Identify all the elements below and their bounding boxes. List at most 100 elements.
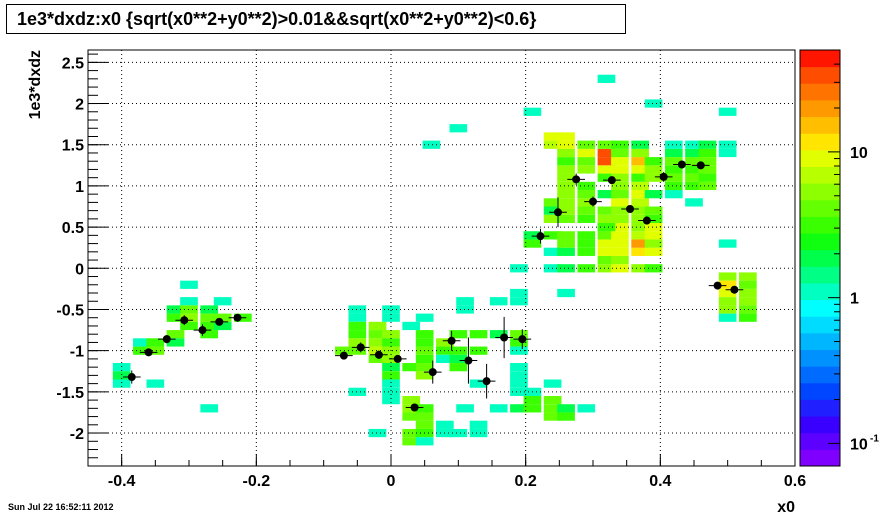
heatmap-bin — [469, 420, 488, 429]
heatmap-bin — [644, 214, 663, 223]
heatmap-bin — [469, 379, 488, 388]
heatmap-bin — [611, 247, 629, 256]
heatmap-bin — [489, 330, 508, 339]
heatmap-bin — [213, 321, 232, 331]
heatmap-bin — [644, 157, 663, 166]
heatmap-bin — [510, 288, 528, 298]
heatmap-bin — [577, 165, 596, 174]
heatmap-bin — [449, 363, 468, 372]
heatmap-bin — [368, 330, 387, 339]
heatmap-bin — [685, 181, 703, 191]
heatmap-bin — [523, 395, 542, 405]
heatmap-bin — [718, 107, 737, 116]
heatmap-bin — [415, 330, 434, 339]
heatmap-bin — [382, 371, 400, 380]
y-axis-title: 1e3*dxdz — [27, 50, 44, 119]
colorbar-segment — [800, 382, 840, 400]
heatmap-bin — [664, 173, 683, 182]
heatmap-bin — [166, 313, 185, 322]
colorbar-segment — [800, 282, 840, 301]
heatmap-bin — [557, 173, 575, 182]
heatmap-bin — [718, 272, 737, 281]
heatmap-bin — [718, 297, 737, 306]
profile-point — [589, 197, 597, 206]
y-tick-label: 1 — [75, 179, 84, 196]
profile-point — [162, 335, 171, 344]
heatmap-bin — [489, 404, 508, 413]
heatmap-bin — [213, 297, 232, 306]
heatmap-bin — [557, 404, 575, 413]
heatmap-bin — [449, 330, 468, 339]
profile-point — [518, 335, 527, 344]
colorbar-segment — [800, 99, 840, 118]
colorbar-segment — [800, 50, 840, 68]
heatmap-bin — [631, 239, 649, 248]
heatmap-bin — [611, 165, 629, 174]
x-tick-label: 0.2 — [515, 473, 537, 490]
heatmap-bin — [577, 140, 596, 149]
heatmap-bin — [510, 330, 528, 339]
heatmap-bin — [664, 157, 683, 166]
heatmap-bin — [631, 198, 649, 207]
heatmap-bin — [456, 305, 474, 314]
heatmap-bin — [577, 181, 596, 191]
profile-point — [553, 208, 562, 217]
heatmap-bin — [200, 404, 219, 413]
axis-labels: x0 1e3*dxdz — [27, 50, 795, 516]
heatmap-bin — [739, 305, 757, 314]
x-tick-label: 0.6 — [784, 473, 806, 490]
heatmap-bin — [112, 371, 131, 380]
heatmap-bin — [415, 404, 434, 413]
y-tick-label: -2 — [70, 426, 84, 443]
heatmap-bin — [664, 165, 683, 174]
heatmap-bin — [200, 305, 219, 314]
heatmap-bin — [402, 321, 421, 331]
heatmap-bin — [577, 239, 596, 248]
x-tick-label: 0.4 — [649, 473, 671, 490]
heatmap-bin — [415, 437, 434, 446]
heatmap-bin — [644, 264, 663, 273]
colorbar-segment — [800, 399, 840, 417]
heatmap-bin — [739, 280, 757, 289]
heatmap-bin — [739, 297, 757, 306]
profile-point — [356, 343, 365, 352]
heatmap-bin — [415, 338, 434, 347]
colorbar-segment — [800, 332, 840, 351]
heatmap-bin — [644, 222, 663, 232]
heatmap-bin — [146, 346, 165, 355]
heatmap-bin — [415, 313, 434, 322]
profile-point — [447, 336, 456, 345]
heatmap-bin — [611, 255, 629, 265]
heatmap-bin — [213, 313, 232, 322]
y-tick-label: 1.5 — [62, 138, 84, 155]
heatmap-bin — [557, 165, 575, 174]
heatmap-bin — [543, 206, 562, 215]
profile-point — [713, 281, 722, 290]
profile-point — [730, 285, 739, 294]
heatmap-bin — [597, 247, 616, 256]
heatmap-bin — [611, 222, 629, 232]
heatmap-bin — [510, 346, 528, 355]
heatmap-bin — [597, 255, 616, 265]
heatmap-bin — [543, 247, 562, 256]
colorbar-segment — [800, 183, 840, 201]
heatmap-bin — [200, 313, 219, 322]
profile-point — [626, 204, 635, 213]
colorbar-segment — [800, 366, 840, 384]
heatmap-bin — [112, 379, 131, 388]
heatmap-bin — [543, 214, 562, 223]
heatmap-bin — [611, 140, 629, 149]
heatmap-bin — [449, 346, 468, 355]
heatmap-bin — [469, 428, 488, 438]
heatmap-bin — [631, 214, 649, 223]
heatmap-bin — [611, 264, 629, 273]
heatmap-bin — [489, 297, 508, 306]
heatmap-bin — [180, 313, 198, 322]
heatmap-bin — [402, 428, 421, 438]
heatmap-bin — [368, 346, 387, 355]
heatmap-bin — [436, 338, 454, 347]
heatmap-bin — [611, 190, 629, 199]
heatmap-bin — [557, 181, 575, 191]
heatmap-bin — [718, 313, 737, 322]
